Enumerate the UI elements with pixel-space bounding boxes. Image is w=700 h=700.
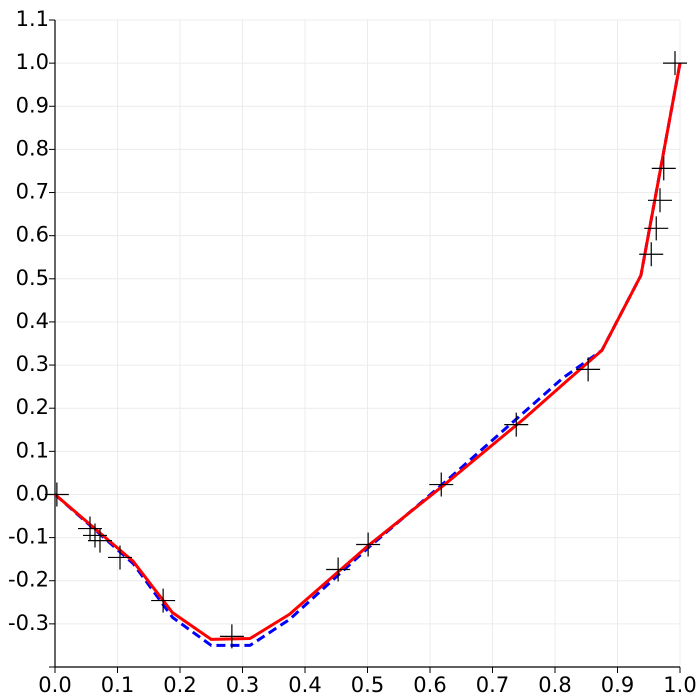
y-tick-label: 0.8 [16, 136, 49, 160]
cross-marker [429, 472, 454, 497]
y-tick-label: -0.3 [8, 611, 49, 635]
cross-marker [44, 482, 69, 507]
cross-marker [83, 523, 107, 548]
cross-marker [504, 412, 529, 437]
y-tick-label: 0.3 [16, 352, 49, 376]
y-tick-label: 0.7 [16, 180, 49, 204]
y-tick-label: -0.1 [8, 525, 49, 549]
y-tick-label: 0.6 [16, 223, 49, 247]
line-series [54, 62, 682, 641]
x-tick-label: 0.1 [101, 673, 134, 697]
x-tick-label: 0.9 [601, 673, 634, 697]
y-tick-label: 0.4 [16, 309, 49, 333]
cross-marker [663, 51, 687, 76]
cross-marker [88, 528, 112, 553]
x-tick-label: 0.7 [476, 673, 509, 697]
cross-marker [651, 156, 676, 181]
cross-marker [219, 624, 244, 649]
y-tick-label: 0.2 [16, 395, 49, 419]
x-tick-label: 0.2 [163, 673, 196, 697]
cross-marker [639, 242, 664, 267]
cross-marker [356, 532, 381, 557]
x-tick-label: 0.8 [538, 673, 571, 697]
x-tick-label: 0.0 [38, 673, 71, 697]
cross-marker [648, 188, 672, 213]
cross-marker [78, 516, 102, 541]
y-tick-label: 0.5 [16, 266, 49, 290]
x-tick-label: 0.3 [226, 673, 259, 697]
cross-marker [151, 588, 176, 613]
y-tick-label: 1.0 [16, 50, 49, 74]
y-tick-label: -0.2 [8, 568, 49, 592]
y-tick-label: 0.0 [16, 481, 49, 505]
cross-marker [108, 545, 132, 570]
y-tick-label: 0.9 [16, 93, 49, 117]
y-tick-label: 1.1 [16, 7, 49, 31]
cross-marker [644, 216, 669, 241]
x-tick-label: 0.5 [351, 673, 384, 697]
x-tick-label: 1.0 [663, 673, 696, 697]
x-tick-label: 0.6 [413, 673, 446, 697]
cross-marker [326, 557, 351, 582]
cross-marker [576, 357, 601, 382]
y-tick-label: 0.1 [16, 438, 49, 462]
x-tick-label: 0.4 [288, 673, 321, 697]
